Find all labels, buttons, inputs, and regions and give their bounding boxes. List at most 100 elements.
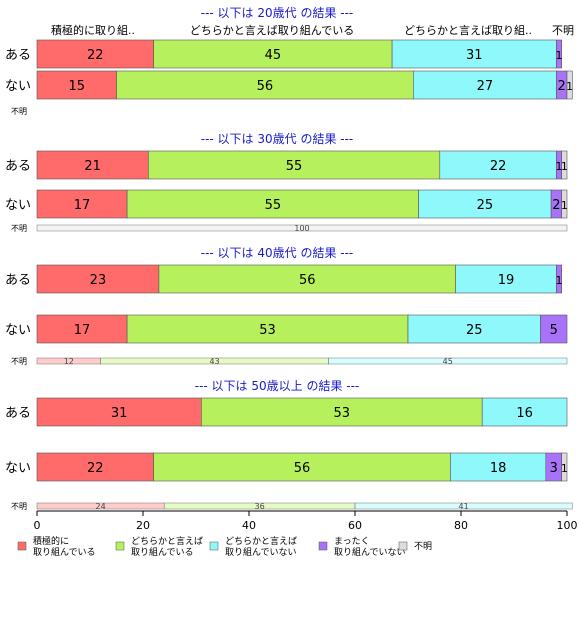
data-label: 53 [259, 323, 276, 338]
legend-label: どちらかと言えば取り組んでいる [131, 535, 203, 558]
data-label: 55 [286, 159, 303, 174]
row-label: ある [5, 273, 31, 288]
data-label: 56 [299, 273, 316, 288]
data-label: 1 [561, 199, 568, 212]
data-label: 55 [265, 198, 282, 213]
row-label: ない [5, 323, 31, 338]
bar-segment [481, 397, 568, 427]
bar-segment [36, 39, 154, 69]
data-label: 19 [498, 273, 515, 288]
header-label: どちらかと言えば取り組.. [404, 24, 532, 37]
legend-label: どちらかと言えば取り組んでいない [225, 535, 297, 558]
x-tick-label: 60 [348, 519, 362, 532]
bar-segment [412, 70, 557, 100]
bar-segment [36, 150, 149, 180]
x-tick-label: 20 [136, 519, 150, 532]
bar-segment [540, 314, 568, 344]
legend-swatch [209, 541, 219, 551]
data-label: 45 [265, 48, 282, 63]
fumei-segment-label: 12 [64, 357, 74, 366]
bar-segment [36, 314, 128, 344]
bar-segment [126, 314, 409, 344]
data-label: 16 [516, 406, 533, 421]
fumei-segment [354, 502, 573, 510]
bar-segment [439, 150, 557, 180]
header-label: 積極的に取り組.. [51, 23, 135, 37]
fumei-segment-label: 45 [443, 357, 453, 366]
data-label: 21 [84, 159, 101, 174]
row-label: ある [5, 159, 31, 174]
data-label: 25 [466, 323, 483, 338]
bar-segment [126, 189, 419, 219]
fumei-segment [328, 357, 568, 365]
data-label: 56 [257, 79, 274, 94]
x-tick-label: 100 [557, 519, 578, 532]
data-label: 1 [556, 49, 563, 62]
header-label: 不明 [552, 24, 574, 37]
bar-segment [36, 189, 128, 219]
bar-segment [566, 70, 573, 100]
fumei-label: 不明 [11, 107, 27, 116]
bar-segment [561, 150, 568, 180]
data-label: 1 [561, 462, 568, 475]
legend-label: 積極的に取り組んでいる [33, 535, 96, 558]
data-label: 56 [294, 461, 311, 476]
legend-swatch [398, 541, 408, 551]
data-label: 15 [68, 79, 85, 94]
panel-heading: --- 以下は 30歳代 の結果 --- [201, 132, 354, 146]
fumei-segment-label: 36 [255, 502, 265, 511]
data-label: 17 [74, 323, 91, 338]
data-label: 31 [466, 48, 483, 63]
panel-heading: --- 以下は 40歳代 の結果 --- [201, 246, 354, 260]
bar-segment [116, 70, 414, 100]
panel-heading: --- 以下は 20歳代 の結果 --- [201, 6, 354, 20]
legend-label: まったく取り組んでいない [334, 536, 406, 558]
fumei-segment-label: 43 [209, 357, 219, 366]
data-label: 5 [550, 323, 558, 338]
bar-segment [561, 452, 568, 482]
fumei-segment-label: 100 [294, 224, 309, 233]
data-label: 22 [87, 461, 104, 476]
bar-segment [556, 264, 563, 294]
bar-segment [36, 397, 202, 427]
fumei-label: 不明 [11, 357, 27, 366]
bar-segment [450, 452, 547, 482]
bar-segment [153, 39, 393, 69]
fumei-segment-label: 41 [459, 502, 469, 511]
data-label: 2 [552, 198, 560, 213]
bar-segment [158, 264, 456, 294]
fumei-label: 不明 [11, 502, 27, 511]
data-label: 17 [74, 198, 91, 213]
x-tick-label: 40 [242, 519, 256, 532]
bar-segment [36, 264, 160, 294]
fumei-segment-label: 24 [96, 502, 106, 511]
row-label: ある [5, 48, 31, 63]
legend-label: 不明 [414, 541, 432, 552]
data-label: 22 [87, 48, 104, 63]
data-label: 25 [477, 198, 494, 213]
x-tick-label: 80 [454, 519, 468, 532]
bar-segment [418, 189, 552, 219]
data-label: 1 [556, 274, 563, 287]
data-label: 27 [477, 79, 494, 94]
x-tick-label: 0 [34, 519, 41, 532]
fumei-segment [36, 224, 568, 232]
row-label: ない [5, 461, 31, 476]
bar-segment [556, 39, 563, 69]
bar-segment [407, 314, 541, 344]
header-label: どちらかと言えば取り組んでいる [190, 24, 354, 37]
data-label: 1 [556, 160, 563, 173]
legend-swatch [115, 541, 125, 551]
panel-heading: --- 以下は 50歳以上 の結果 --- [195, 379, 360, 393]
data-label: 22 [490, 159, 507, 174]
bar-segment [561, 189, 568, 219]
row-label: ない [5, 198, 31, 213]
bar-segment [201, 397, 483, 427]
legend-swatch [318, 541, 328, 551]
fumei-label: 不明 [11, 224, 27, 233]
legend-swatch [17, 541, 27, 551]
data-label: 1 [566, 80, 573, 93]
bar-segment [391, 39, 557, 69]
row-label: ある [5, 406, 31, 421]
